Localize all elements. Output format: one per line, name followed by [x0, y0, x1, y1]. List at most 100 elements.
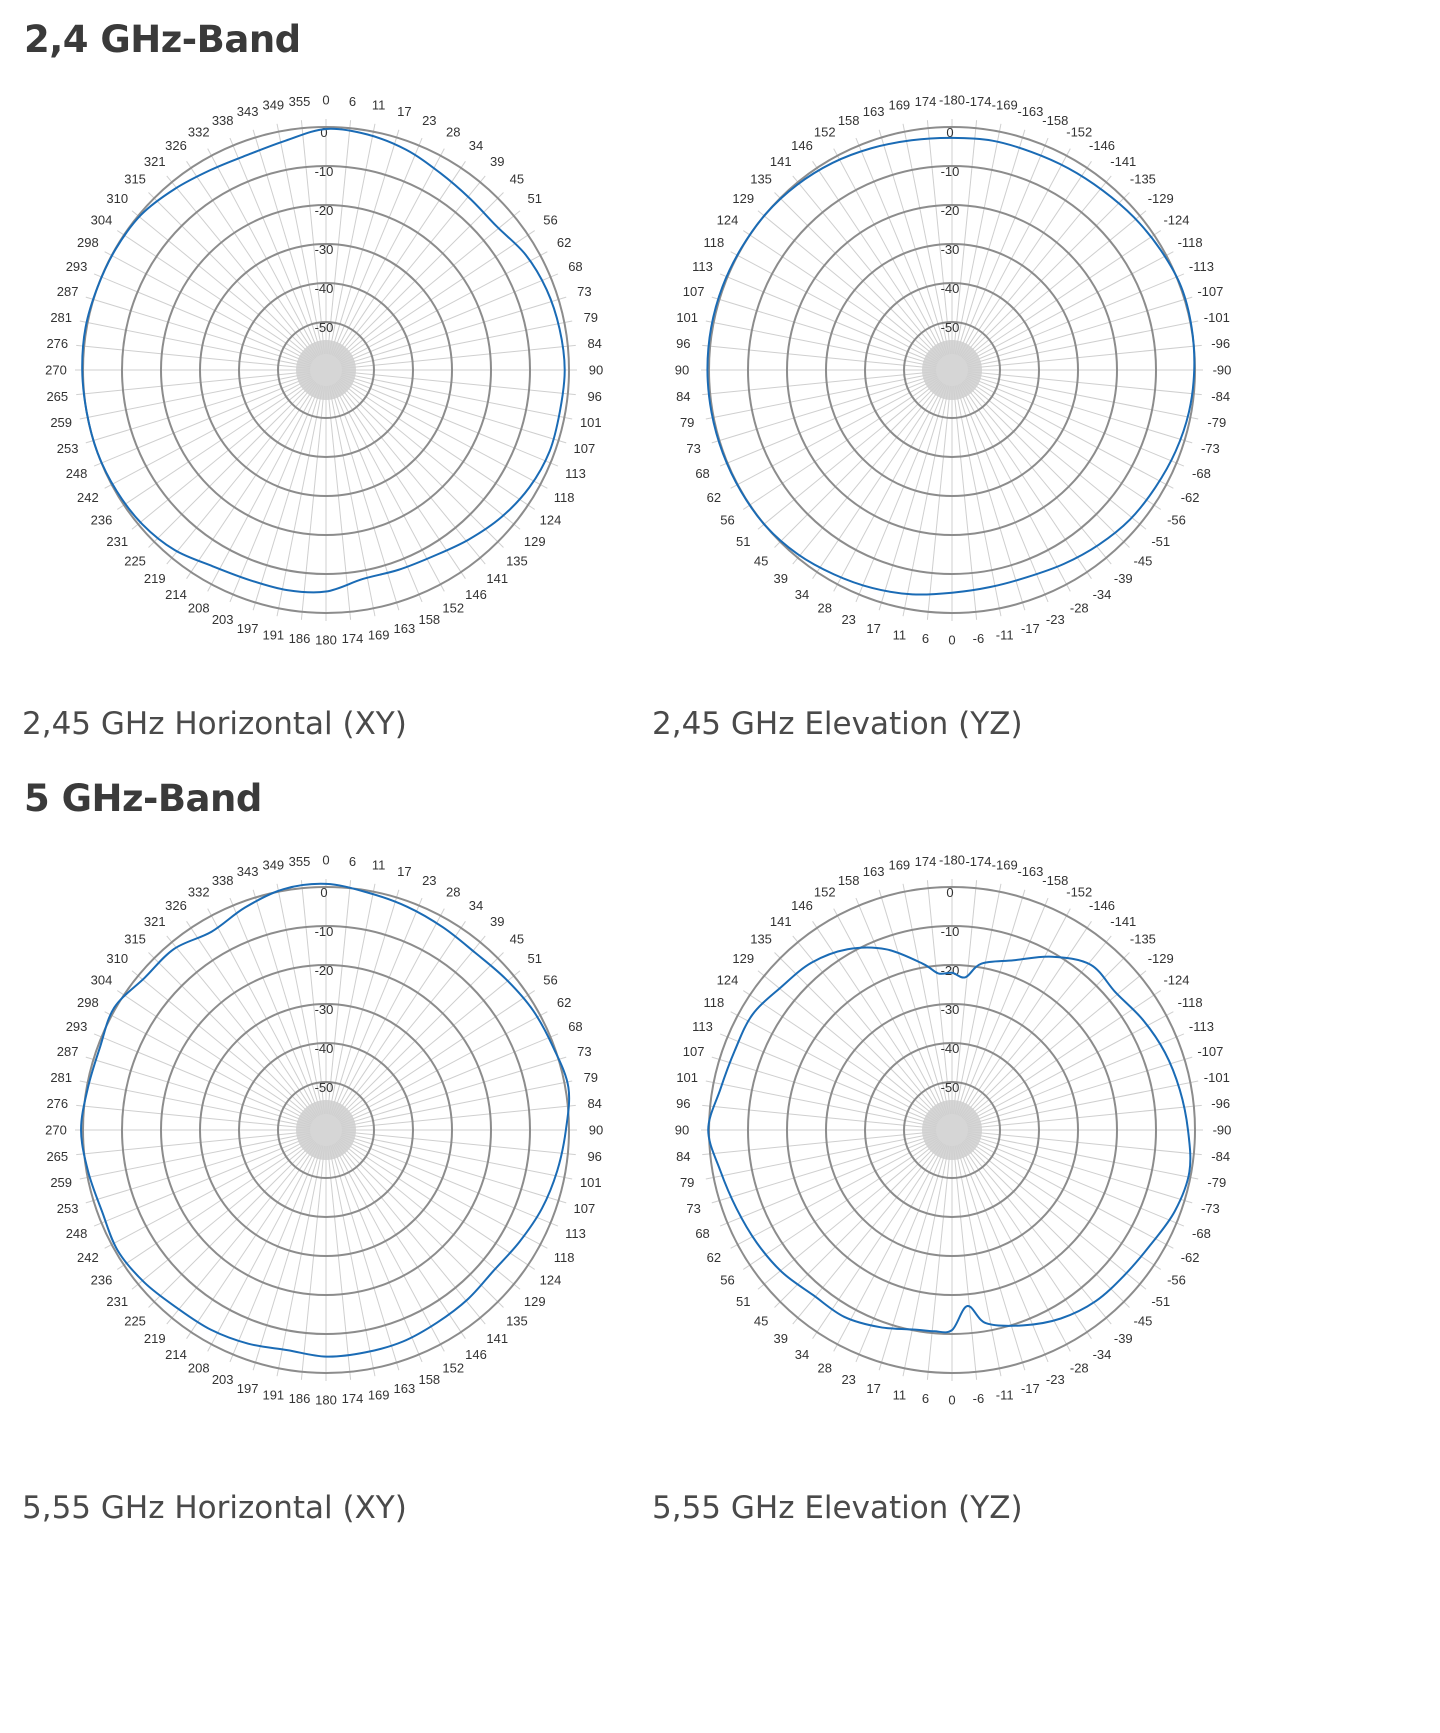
grid-spoke — [711, 296, 937, 366]
radiation-trace — [706, 136, 1196, 596]
angle-label: 186 — [289, 1391, 311, 1406]
angle-label: 146 — [791, 898, 813, 913]
grid-spoke — [93, 273, 312, 365]
angle-label: -152 — [1066, 884, 1092, 899]
grid-spoke — [104, 1137, 313, 1249]
angle-label: 101 — [676, 1070, 698, 1085]
grid-spoke — [335, 175, 486, 358]
angle-label: -141 — [1110, 154, 1136, 169]
angle-label: 90 — [589, 1123, 603, 1138]
grid-spoke — [341, 371, 576, 396]
angle-label: 214 — [165, 587, 187, 602]
angle-label: 326 — [165, 898, 187, 913]
grid-spoke — [833, 908, 945, 1117]
grid-spoke — [166, 382, 317, 565]
angle-label: -84 — [1211, 1149, 1230, 1164]
chart-caption-5-55ghz-horizontal: 5,55 GHz Horizontal (XY) — [22, 1490, 407, 1526]
grid-spoke — [902, 1145, 950, 1377]
angle-label: 276 — [46, 336, 68, 351]
angle-label: 315 — [124, 172, 146, 187]
angle-label: 355 — [289, 854, 311, 869]
ring-label: -20 — [315, 963, 334, 978]
angle-label: 129 — [524, 534, 546, 549]
angle-label: 90 — [589, 363, 603, 378]
angle-label: -62 — [1181, 490, 1200, 505]
angle-label: -39 — [1114, 1331, 1133, 1346]
angle-label: 281 — [50, 310, 72, 325]
angle-label: -169 — [992, 98, 1018, 113]
grid-spoke — [926, 1145, 951, 1380]
grid-spoke — [730, 251, 939, 363]
angle-label: 90 — [675, 363, 689, 378]
grid-spoke — [335, 935, 486, 1118]
angle-label: 270 — [45, 1123, 67, 1138]
grid-spoke — [965, 1137, 1174, 1249]
angle-label: 135 — [750, 932, 772, 947]
ring-label: -20 — [941, 203, 960, 218]
grid-spoke — [957, 137, 1049, 356]
angle-label: 62 — [707, 1250, 721, 1265]
angle-label: 62 — [557, 235, 571, 250]
angle-label: -118 — [1178, 235, 1203, 250]
angle-label: 270 — [45, 363, 67, 378]
grid-spoke — [833, 1143, 945, 1352]
grid-spoke — [743, 1138, 939, 1270]
angle-label: -180 — [939, 853, 965, 868]
chart-caption-5-55ghz-elevation: 5,55 GHz Elevation (YZ) — [652, 1490, 1023, 1526]
grid-spoke — [148, 380, 316, 548]
grid-spoke — [79, 1132, 311, 1180]
grid-spoke — [730, 377, 939, 489]
grid-spoke — [967, 1132, 1199, 1180]
angle-label: 73 — [686, 441, 700, 456]
angle-label: 84 — [676, 389, 690, 404]
angle-label: 197 — [237, 1381, 259, 1396]
angle-label: 11 — [372, 98, 386, 113]
angle-label: 129 — [732, 191, 754, 206]
angle-label: 79 — [584, 1070, 598, 1085]
angle-label: 219 — [144, 1331, 166, 1346]
grid-spoke — [964, 210, 1147, 361]
angle-label: 68 — [695, 466, 709, 481]
grid-spoke — [334, 921, 466, 1117]
grid-spoke — [339, 378, 535, 510]
grid-spoke — [93, 1033, 312, 1125]
angle-label: -11 — [996, 627, 1014, 642]
grid-spoke — [792, 175, 943, 358]
grid-spoke — [336, 952, 504, 1120]
grid-spoke — [792, 1142, 943, 1325]
grid-spoke — [705, 372, 937, 420]
angle-label: 180 — [315, 1393, 337, 1408]
grid-spoke — [757, 1139, 940, 1290]
grid-spoke — [902, 883, 950, 1115]
angle-label: 293 — [66, 1019, 88, 1034]
grid-spoke — [743, 230, 939, 362]
grid-spoke — [338, 379, 521, 530]
grid-spoke — [965, 251, 1174, 363]
angle-label: 11 — [893, 627, 907, 642]
grid-spoke — [960, 383, 1092, 579]
grid-spoke — [334, 1143, 466, 1339]
angle-label: -68 — [1192, 466, 1211, 481]
angle-label: 68 — [695, 1226, 709, 1241]
grid-spoke — [79, 372, 311, 420]
grid-spoke — [341, 320, 573, 368]
angle-label: 174 — [342, 1391, 364, 1406]
grid-spoke — [953, 120, 978, 355]
angle-label: 45 — [510, 932, 524, 947]
angle-label: 0 — [322, 93, 329, 108]
grid-spoke — [104, 251, 313, 363]
angle-label: -90 — [1213, 1123, 1232, 1138]
grid-spoke — [833, 148, 945, 357]
ring-label: -10 — [941, 164, 960, 179]
angle-label: -84 — [1211, 389, 1230, 404]
ring-label: -30 — [315, 242, 334, 257]
angle-label: 338 — [212, 113, 234, 128]
band-title-5ghz: 5 GHz-Band — [24, 777, 262, 820]
grid-spoke — [792, 935, 943, 1118]
grid-spoke — [959, 383, 1071, 592]
grid-ring — [786, 964, 1118, 1296]
grid-spoke — [965, 990, 1161, 1122]
grid-spoke — [331, 897, 423, 1116]
grid-spoke — [186, 921, 318, 1117]
grid-spoke — [300, 880, 325, 1115]
